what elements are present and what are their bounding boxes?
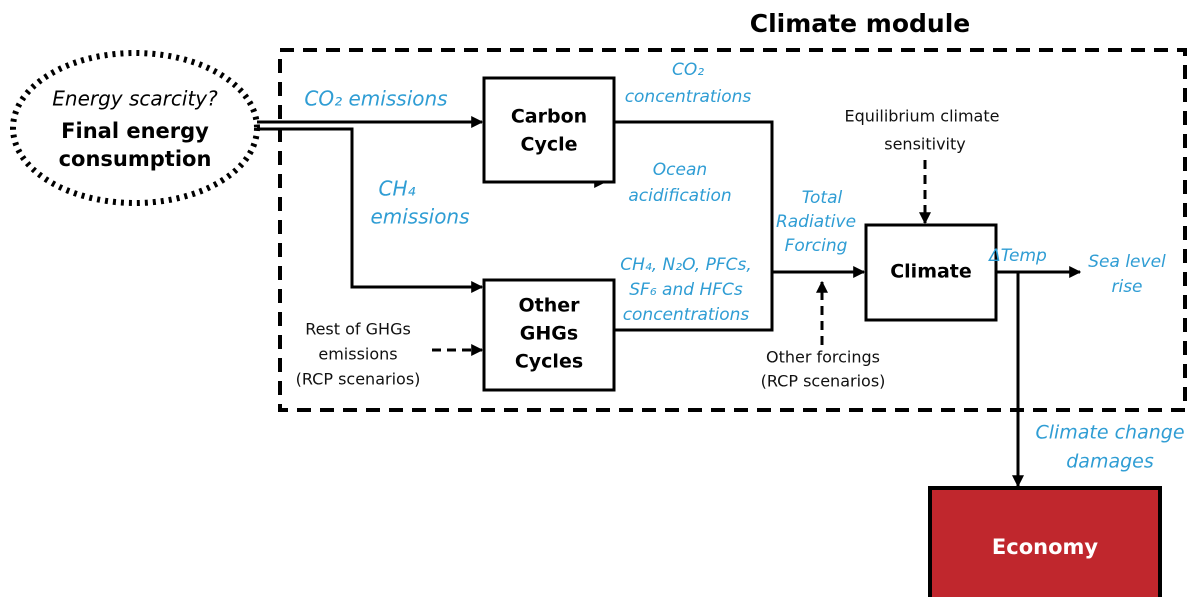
input-label: Equilibrium climate bbox=[845, 107, 1000, 126]
carbon-cycle-box bbox=[482, 76, 616, 184]
flow-label: SF₆ and HFCs bbox=[629, 280, 743, 300]
node-label: GHGs bbox=[520, 323, 578, 345]
flow-label: emissions bbox=[370, 205, 469, 229]
line bbox=[614, 120, 774, 332]
flow-label: Total bbox=[802, 188, 843, 208]
flow-label: concentrations bbox=[625, 87, 752, 107]
input-label: Other forcings bbox=[766, 348, 880, 367]
input-label: (RCP scenarios) bbox=[761, 372, 886, 391]
flow-label: Sea level bbox=[1088, 252, 1166, 272]
input-label: Rest of GHGs bbox=[305, 320, 411, 339]
source-label: Final energy bbox=[61, 119, 209, 143]
climate-box bbox=[864, 223, 998, 322]
source-label: consumption bbox=[59, 147, 212, 171]
node-label: Economy bbox=[992, 535, 1098, 559]
flow-label: rise bbox=[1111, 277, 1142, 297]
node-label: Carbon bbox=[511, 106, 587, 128]
arrow bbox=[257, 127, 484, 293]
connectors bbox=[257, 116, 1082, 488]
title: Climate module bbox=[750, 9, 970, 38]
input-label: emissions bbox=[318, 345, 397, 364]
flow-label: CO₂ emissions bbox=[304, 87, 447, 111]
module-border bbox=[278, 48, 1187, 412]
node-label: Climate bbox=[890, 261, 972, 283]
flow-label: Ocean bbox=[653, 160, 707, 180]
flow-label: CH₄ bbox=[378, 177, 415, 201]
flow-label: damages bbox=[1066, 451, 1154, 473]
other-ghgs-box bbox=[482, 278, 616, 392]
flow-label: CO₂ bbox=[672, 60, 704, 80]
flow-label: Radiative bbox=[776, 212, 856, 232]
source-question: Energy scarcity? bbox=[52, 87, 218, 111]
flow-label: ΔTemp bbox=[987, 246, 1047, 266]
node-label: Cycles bbox=[515, 351, 583, 373]
input-label: sensitivity bbox=[884, 135, 965, 154]
flow-label: CH₄, N₂O, PFCs, bbox=[620, 255, 751, 275]
node-label: Cycle bbox=[521, 134, 578, 156]
flow-label: Forcing bbox=[785, 236, 848, 256]
flow-label: concentrations bbox=[623, 305, 750, 325]
flow-label: acidification bbox=[628, 186, 731, 206]
input-label: (RCP scenarios) bbox=[296, 370, 421, 389]
node-label: Other bbox=[518, 295, 580, 317]
flow-label: Climate change bbox=[1035, 422, 1184, 444]
economy-box bbox=[928, 486, 1162, 597]
